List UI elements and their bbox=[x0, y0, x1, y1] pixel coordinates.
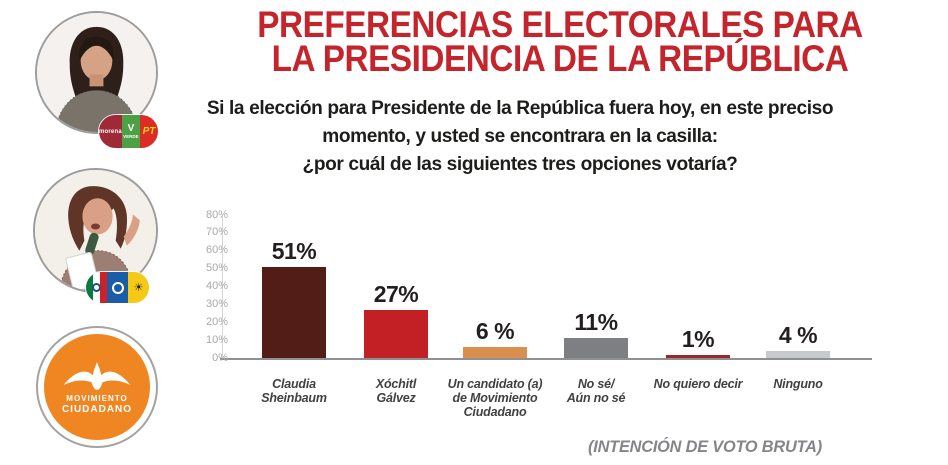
value-label-2: 6 % bbox=[475, 318, 515, 345]
party-chip-pri-pan-prd: ☀ bbox=[86, 272, 149, 303]
mc-logo-text-line2: CIUDADANO bbox=[61, 403, 133, 415]
y-tick-label: 40% bbox=[205, 280, 228, 292]
y-tick-label: 20% bbox=[205, 315, 228, 328]
category-label-1: Xóchitl Gálvez bbox=[375, 377, 417, 405]
pt-logo: PT bbox=[139, 115, 158, 148]
bar-2 bbox=[463, 347, 527, 358]
pri-emblem-icon bbox=[92, 283, 101, 292]
verde-label: VERDE bbox=[123, 133, 139, 139]
page-title: PREFERENCIAS ELECTORALES PARA LA PRESIDE… bbox=[211, 4, 909, 79]
page-title-line1: PREFERENCIAS ELECTORALES PARA bbox=[257, 4, 863, 45]
y-tick-label: 70% bbox=[205, 226, 228, 239]
category-label-0: Claudia Sheinbaum bbox=[261, 377, 327, 405]
page-title-line2: LA PRESIDENCIA DE LA REPÚBLICA bbox=[271, 38, 849, 79]
value-label-0: 51% bbox=[271, 237, 317, 264]
pan-emblem-icon bbox=[111, 281, 124, 294]
prd-logo: ☀ bbox=[128, 272, 149, 303]
y-axis-line bbox=[222, 215, 223, 358]
pt-label: PT bbox=[142, 125, 156, 137]
mc-eagle-icon bbox=[63, 361, 131, 390]
bar-3 bbox=[564, 338, 628, 358]
category-label-3: No sé/Aún no sé bbox=[566, 377, 626, 405]
bar-4 bbox=[666, 355, 730, 358]
bar-1 bbox=[364, 309, 428, 358]
category-label-4: No quiero decir bbox=[653, 377, 743, 391]
bar-chart: 0% 10% 20% 30% 40% 50% 60% 70% 80% 51% Claudia Shei… bbox=[185, 205, 905, 463]
page-subtitle-line2: momento, y usted se encontrara en la cas… bbox=[322, 125, 718, 147]
mc-logo-text-line1: MOVIMIENTO bbox=[66, 393, 128, 403]
y-tick-label: 10% bbox=[205, 333, 228, 346]
page-subtitle-line3: ¿por cuál de las siguientes tres opcione… bbox=[302, 153, 738, 175]
party-chip-morena-verde-pt: morena V VERDE PT bbox=[99, 115, 158, 148]
movimiento-ciudadano-logo: MOVIMIENTO CIUDADANO bbox=[36, 326, 158, 448]
y-tick-label: 0% bbox=[212, 351, 228, 364]
bar-5 bbox=[766, 350, 830, 358]
value-label-4: 1% bbox=[681, 326, 715, 352]
person-silhouette-icon bbox=[35, 170, 156, 291]
y-tick-label: 80% bbox=[205, 208, 228, 221]
x-axis-baseline bbox=[220, 358, 872, 360]
y-tick-label: 30% bbox=[205, 297, 228, 310]
page-subtitle: Si la elección para Presidente de la Rep… bbox=[140, 94, 900, 178]
verde-logo: V VERDE bbox=[121, 115, 140, 148]
y-tick-label: 60% bbox=[205, 244, 228, 257]
survey-note: (INTENCIÓN DE VOTO BRUTA) bbox=[588, 437, 822, 456]
verde-bird-icon: V bbox=[127, 122, 135, 134]
bar-0 bbox=[262, 266, 326, 358]
morena-label: morena bbox=[99, 128, 122, 135]
prd-sun-icon: ☀ bbox=[133, 281, 144, 294]
pri-logo bbox=[86, 272, 107, 303]
value-label-5: 4 % bbox=[778, 321, 818, 348]
pan-logo bbox=[107, 272, 128, 303]
person-silhouette-icon bbox=[37, 13, 156, 132]
y-tick-label: 50% bbox=[205, 262, 228, 275]
page-subtitle-line1: Si la elección para Presidente de la Rep… bbox=[206, 97, 834, 119]
value-label-3: 11% bbox=[574, 309, 618, 336]
candidate-photo-claudia-sheinbaum bbox=[35, 11, 158, 134]
morena-logo: morena bbox=[99, 115, 122, 148]
category-label-5: Ninguno bbox=[773, 377, 823, 391]
value-label-1: 27% bbox=[373, 280, 419, 307]
category-label-2: Un candidato (a) de Movimiento Ciudadano bbox=[447, 377, 543, 419]
